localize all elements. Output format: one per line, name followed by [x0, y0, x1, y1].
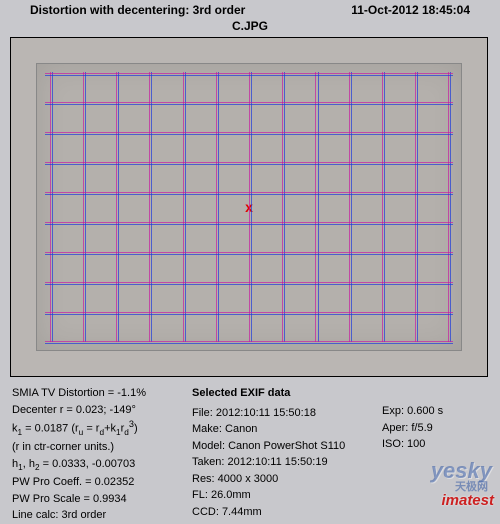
grid-hline: [45, 341, 453, 342]
grid-vline: [382, 72, 383, 342]
grid-vline: [284, 72, 285, 342]
grid-hline: [45, 254, 453, 255]
grid-hline: [45, 314, 453, 315]
r-units: (r in ctr-corner units.): [12, 439, 192, 456]
grid-hline: [45, 282, 453, 283]
grid-vline: [52, 72, 53, 342]
stats-column: SMIA TV Distortion = -1.1% Decenter r = …: [12, 385, 192, 524]
pw-coeff: PW Pro Coeff. = 0.02352: [12, 474, 192, 491]
grid-vline: [315, 72, 316, 342]
info-panel: SMIA TV Distortion = -1.1% Decenter r = …: [0, 377, 500, 524]
line-calc: Line calc: 3rd order: [12, 507, 192, 524]
k1-formula: k1 = 0.0187 (ru = rd+k1rd3): [12, 418, 192, 439]
exif-taken: Taken: 2012:10:11 15:50:19: [192, 454, 382, 471]
grid-vline: [151, 72, 152, 342]
grid-hline: [45, 134, 453, 135]
pw-scale: PW Pro Scale = 0.9934: [12, 491, 192, 508]
grid-hline: [45, 284, 453, 285]
grid-hline: [45, 343, 453, 344]
grid-hline: [45, 224, 453, 225]
decenter: Decenter r = 0.023; -149°: [12, 402, 192, 419]
grid-hline: [45, 75, 453, 76]
grid-vline: [318, 72, 319, 342]
grid-hline: [45, 222, 453, 223]
grid-vline: [282, 72, 283, 342]
grid-vline: [50, 72, 51, 342]
aper-value: Aper: f/5.9: [382, 420, 488, 437]
grid-vline: [216, 72, 217, 342]
grid-vline: [417, 72, 418, 342]
exif-make: Make: Canon: [192, 421, 382, 438]
grid-vline: [351, 72, 352, 342]
chart-frame: x: [10, 37, 488, 377]
smia-distortion: SMIA TV Distortion = -1.1%: [12, 385, 192, 402]
window-header: Distortion with decentering: 3rd order 1…: [0, 0, 500, 17]
grid-vline: [149, 72, 150, 342]
grid-vline: [450, 72, 451, 342]
subtitle-text: C.JPG: [0, 19, 500, 33]
exp-value: Exp: 0.600 s: [382, 403, 488, 420]
title-text: Distortion with decentering: 3rd order: [30, 3, 351, 17]
iso-value: ISO: 100: [382, 436, 488, 453]
grid-vline: [116, 72, 117, 342]
exif-res: Res: 4000 x 3000: [192, 471, 382, 488]
exif-fl: FL: 26.0mm: [192, 487, 382, 504]
h1h2: h1, h2 = 0.0333, -0.00703: [12, 456, 192, 475]
grid-vline: [349, 72, 350, 342]
exposure-column: Exp: 0.600 s Aper: f/5.9 ISO: 100: [382, 385, 488, 524]
grid-hline: [45, 102, 453, 103]
grid-vline: [118, 72, 119, 342]
grid-vline: [83, 72, 84, 342]
grid-hline: [45, 252, 453, 253]
exif-model: Model: Canon PowerShot S110: [192, 438, 382, 455]
grid-vline: [85, 72, 86, 342]
grid-hline: [45, 164, 453, 165]
grid-vline: [218, 72, 219, 342]
grid-vline: [448, 72, 449, 342]
grid-vline: [185, 72, 186, 342]
exif-column: Selected EXIF data File: 2012:10:11 15:5…: [192, 385, 382, 524]
grid-vline: [249, 72, 250, 342]
exif-file: File: 2012:10:11 15:50:18: [192, 405, 382, 422]
grid-hline: [45, 312, 453, 313]
grid-hline: [45, 104, 453, 105]
chart-area: x: [36, 63, 462, 351]
grid-vline: [183, 72, 184, 342]
grid-hline: [45, 73, 453, 74]
grid-vline: [415, 72, 416, 342]
grid-hline: [45, 192, 453, 193]
exif-header: Selected EXIF data: [192, 385, 382, 402]
grid-hline: [45, 162, 453, 163]
grid-hline: [45, 194, 453, 195]
grid-hline: [45, 132, 453, 133]
grid-vline: [251, 72, 252, 342]
date-text: 11-Oct-2012 18:45:04: [351, 3, 470, 17]
grid-vline: [384, 72, 385, 342]
